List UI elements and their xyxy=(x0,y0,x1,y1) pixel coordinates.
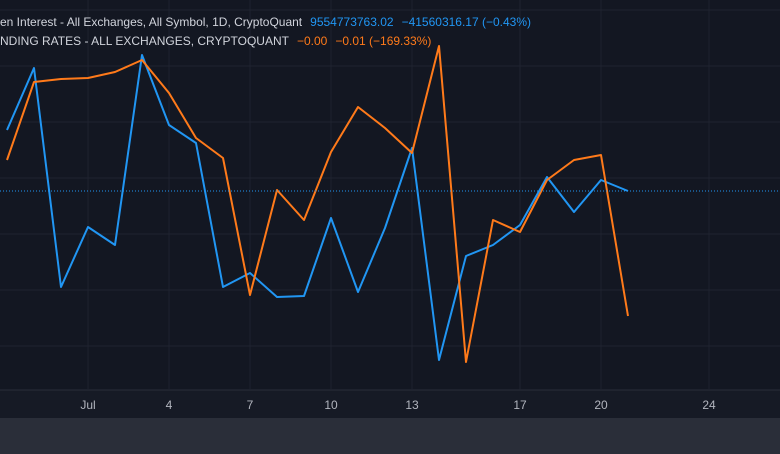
x-axis-area xyxy=(0,390,780,418)
bottom-panel xyxy=(0,418,780,454)
legend-text: en Interest - All Exchanges, All Symbol,… xyxy=(0,15,303,29)
x-tick-label: 17 xyxy=(513,398,527,412)
series-line xyxy=(6,54,629,361)
legend-change: −0.01 (−169.33%) xyxy=(335,34,431,48)
x-tick-label: 4 xyxy=(166,398,173,412)
x-tick-label: 7 xyxy=(247,398,254,412)
x-tick-label: Jul xyxy=(80,398,95,412)
x-tick-label: 10 xyxy=(324,398,338,412)
x-tick-label: 24 xyxy=(702,398,716,412)
legend: en Interest - All Exchanges, All Symbol,… xyxy=(0,15,531,48)
series-lines xyxy=(0,45,780,363)
legend-change: −41560316.17 (−0.43%) xyxy=(402,15,531,29)
x-ticks: Jul 4 7 10 13 17 20 24 xyxy=(80,398,716,412)
legend-value: −0.00 xyxy=(297,34,328,48)
plot-background xyxy=(0,0,780,390)
legend-value: 9554773763.02 xyxy=(310,15,394,29)
legend-entry: en Interest - All Exchanges, All Symbol,… xyxy=(0,15,531,29)
series-line xyxy=(6,45,629,363)
vertical-grid xyxy=(87,0,710,390)
x-tick-label: 13 xyxy=(405,398,419,412)
legend-entry: NDING RATES - ALL EXCHANGES, CRYPTOQUANT… xyxy=(0,34,431,48)
legend-text: NDING RATES - ALL EXCHANGES, CRYPTOQUANT xyxy=(0,34,290,48)
x-tick-label: 20 xyxy=(594,398,608,412)
